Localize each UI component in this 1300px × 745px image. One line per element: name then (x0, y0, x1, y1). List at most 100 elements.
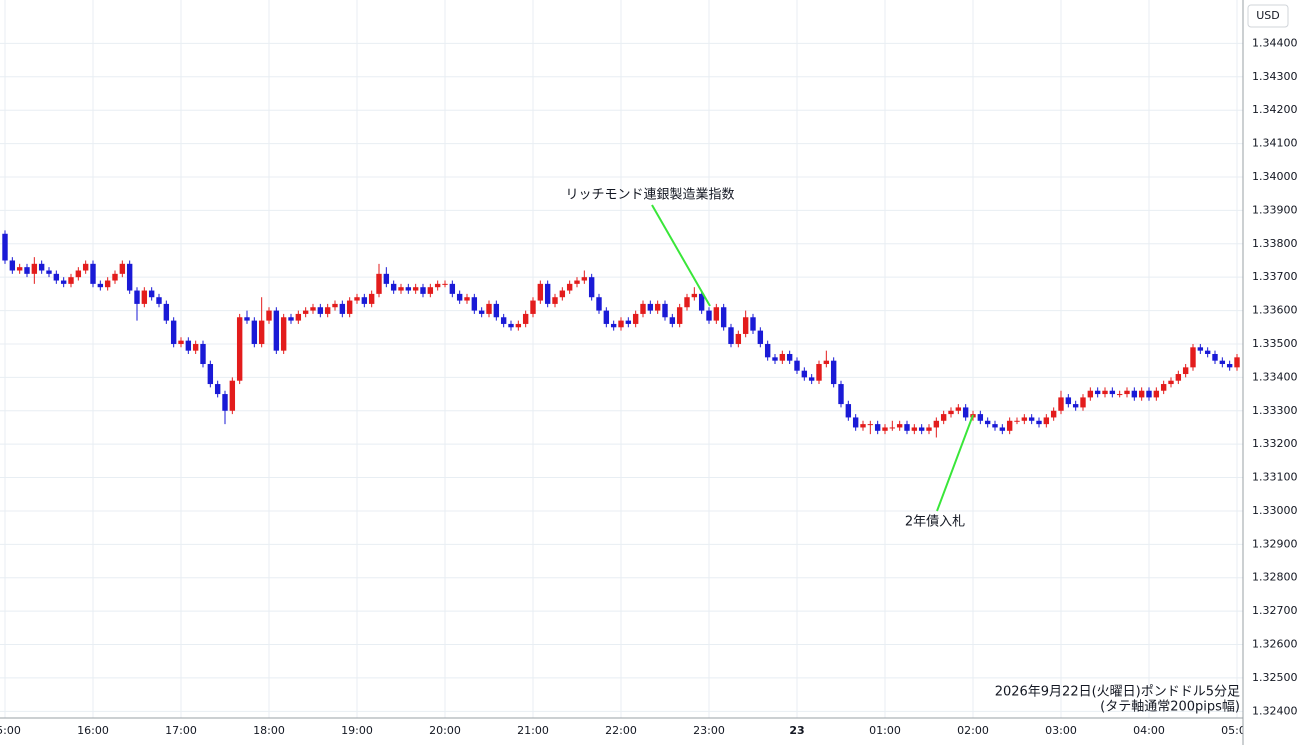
candle-body (1021, 417, 1028, 421)
candle-body (1182, 367, 1189, 375)
candle-body (207, 364, 214, 385)
candle-body (178, 340, 184, 344)
candle-body (1116, 394, 1123, 396)
candle-body (24, 267, 30, 274)
candle-body (1138, 390, 1145, 398)
candle-body (1226, 364, 1233, 368)
candle-body (420, 287, 426, 294)
candle-body (632, 313, 639, 324)
candle-body (933, 420, 940, 428)
y-tick-label: 1.34300 (1252, 70, 1298, 83)
candle-body (823, 360, 830, 365)
candle-body (354, 297, 360, 301)
x-tick-label: 17:00 (165, 724, 197, 737)
x-tick-label: 23:00 (693, 724, 725, 737)
candle-body (449, 283, 456, 294)
annotation-line (651, 204, 711, 307)
candle-body (156, 297, 162, 304)
candle-body (1043, 417, 1050, 425)
candle-body (486, 303, 492, 314)
currency-box (1247, 4, 1289, 28)
candle-body (288, 317, 294, 321)
candle-body (742, 317, 749, 334)
candle-body (918, 427, 925, 431)
candle-body (706, 310, 712, 321)
candle-body (1234, 357, 1240, 368)
candle-body (75, 270, 82, 278)
candle-body (955, 407, 962, 411)
y-tick-label: 1.32700 (1252, 604, 1298, 617)
candle-body (926, 427, 932, 431)
candle-body (1094, 390, 1101, 395)
candle-body (412, 287, 419, 291)
candle-body (46, 270, 52, 274)
annotation: 2年債入札 (905, 515, 965, 530)
candle-body (310, 307, 316, 311)
candle-body (676, 307, 683, 324)
candle-body (398, 287, 404, 291)
candle-body (537, 283, 544, 301)
x-tick-label: 02:00 (957, 724, 989, 737)
candle-body (170, 320, 177, 344)
candle-body (471, 297, 478, 311)
candle-body (581, 277, 588, 281)
candle-body (134, 290, 140, 304)
candle-body (368, 293, 375, 304)
candle-body (464, 297, 470, 301)
y-tick-label: 1.33000 (1252, 504, 1298, 517)
candle-body (258, 320, 265, 344)
candle-body (222, 394, 228, 411)
candle-body (68, 277, 74, 284)
candle-body (559, 290, 566, 298)
candle-body (772, 357, 778, 361)
candle-body (1160, 384, 1167, 391)
candle-body (992, 424, 998, 428)
annotation-line (936, 414, 974, 512)
note: 2026年9月22日(火曜日)ポンドドル5分足 (995, 685, 1240, 700)
candle-body (640, 303, 646, 314)
y-tick-label: 1.32600 (1252, 638, 1298, 651)
candle-body (669, 317, 676, 324)
candle-body (1036, 420, 1042, 425)
candle-body (185, 340, 192, 351)
candle-body (1190, 347, 1196, 368)
candle-body (544, 283, 551, 304)
candle-body (625, 320, 632, 324)
candle-body (984, 420, 991, 425)
candle-body (126, 263, 133, 291)
candle-body (442, 283, 448, 285)
candle-body (838, 384, 844, 405)
candle-body (427, 287, 434, 294)
y-tick-label: 1.34000 (1252, 170, 1298, 183)
candle-body (200, 343, 206, 365)
candle-body (801, 370, 808, 378)
candle-body (295, 313, 302, 321)
candle-body (280, 317, 287, 351)
candle-body (1197, 347, 1204, 351)
candle-body (552, 297, 558, 304)
y-tick-label: 1.33200 (1252, 437, 1298, 450)
candle-body (1204, 350, 1211, 354)
x-tick-label: 04:00 (1133, 724, 1165, 737)
candle-body (830, 360, 837, 385)
candle-body (119, 263, 126, 274)
candle-body (530, 300, 536, 314)
x-tick-label: 21:00 (517, 724, 549, 737)
candle-body (1146, 390, 1152, 398)
candle-body (882, 427, 888, 431)
y-tick-label: 1.32800 (1252, 571, 1298, 584)
candle-body (1065, 397, 1072, 405)
x-tick-label: 20:00 (429, 724, 461, 737)
candle-body (376, 273, 382, 294)
x-tick-label: 18:00 (253, 724, 285, 737)
candle-body (816, 364, 822, 381)
candle-body (1168, 380, 1174, 385)
x-axis-panel (0, 718, 1243, 745)
candle-body (266, 310, 272, 321)
candle-body (317, 307, 324, 314)
candle-body (1006, 420, 1013, 431)
candle-body (1124, 390, 1130, 395)
candle-body (977, 414, 984, 421)
candle-body (610, 323, 617, 328)
y-tick-label: 1.33900 (1252, 203, 1298, 216)
